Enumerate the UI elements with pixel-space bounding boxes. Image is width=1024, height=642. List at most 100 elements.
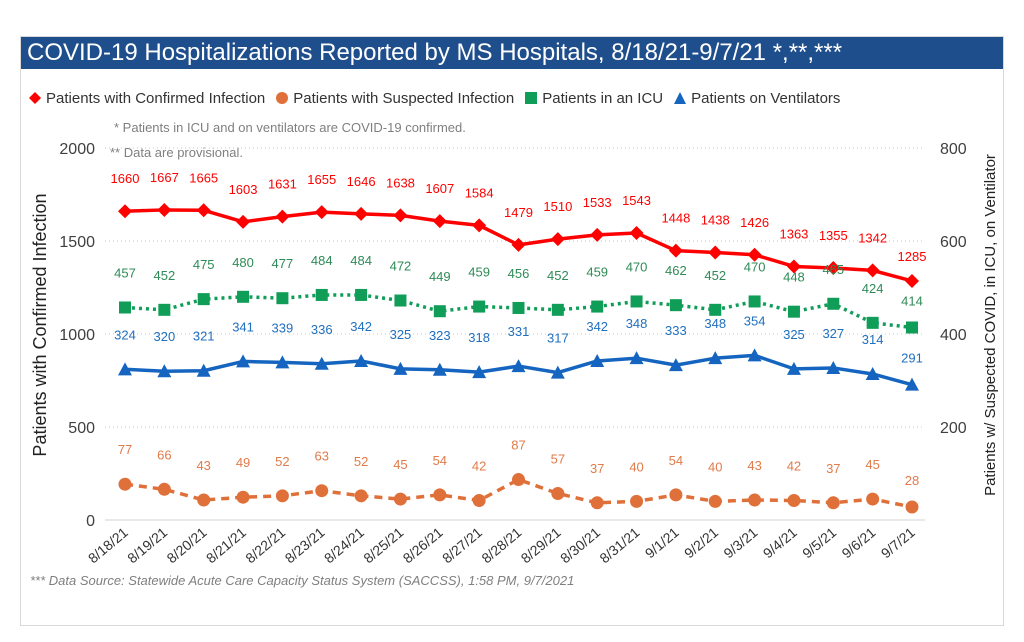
data-label: 459 (468, 265, 490, 280)
data-point-circle (905, 500, 919, 514)
data-point-triangle (432, 362, 447, 376)
data-label: 1646 (347, 174, 376, 189)
data-label: 1665 (189, 170, 218, 185)
data-point-circle (826, 496, 840, 510)
data-label: 1660 (111, 171, 140, 186)
data-point-circle (708, 494, 722, 508)
data-point-triangle (393, 361, 408, 375)
x-tick-label: 9/4/21 (760, 524, 800, 561)
data-point-square (197, 293, 210, 306)
data-point-square (669, 299, 682, 312)
data-label: 323 (429, 328, 451, 343)
data-point-triangle (550, 365, 565, 379)
y-right-tick-label: 200 (940, 420, 967, 437)
data-point-diamond (747, 247, 762, 262)
data-label: 414 (901, 293, 923, 308)
data-label: 45 (865, 457, 879, 472)
data-point-diamond (550, 232, 565, 247)
data-label: 1426 (740, 215, 769, 230)
data-label: 348 (626, 316, 648, 331)
data-label: 1603 (229, 182, 258, 197)
data-point-diamond (668, 243, 683, 258)
x-tick-label: 8/18/21 (85, 524, 131, 566)
data-label: 354 (744, 313, 766, 328)
data-point-diamond (196, 203, 211, 218)
data-label: 1638 (386, 175, 415, 190)
data-point-diamond (314, 205, 329, 220)
data-point-diamond (590, 227, 605, 242)
y-right-tick-label: 600 (940, 234, 967, 251)
data-point-circle (118, 477, 132, 491)
y-left-tick-label: 2000 (59, 141, 95, 158)
data-point-diamond (472, 218, 487, 233)
data-point-circle (669, 488, 683, 502)
data-label: 42 (787, 458, 801, 473)
x-tick-label: 9/1/21 (642, 524, 682, 561)
x-tick-label: 8/25/21 (360, 524, 406, 566)
data-label: 1655 (307, 172, 336, 187)
data-point-diamond (118, 204, 132, 219)
data-label: 1533 (583, 195, 612, 210)
data-label: 342 (586, 319, 608, 334)
data-point-circle (748, 493, 762, 507)
data-label: 49 (236, 455, 250, 470)
data-point-circle (630, 494, 644, 508)
data-label: 459 (586, 265, 608, 280)
data-point-square (551, 303, 564, 316)
data-label: 66 (157, 447, 171, 462)
data-label: 348 (704, 316, 726, 331)
legend-diamond-icon (29, 92, 41, 104)
data-point-triangle (118, 362, 132, 376)
data-point-square (433, 305, 446, 318)
data-point-square (355, 288, 368, 301)
data-point-square (787, 305, 800, 318)
data-point-triangle (196, 363, 211, 377)
data-point-diamond (826, 260, 841, 275)
data-label: 291 (901, 351, 923, 366)
data-point-triangle (668, 358, 683, 372)
data-point-triangle (826, 360, 841, 374)
x-tick-label: 8/24/21 (321, 524, 367, 566)
data-point-triangle (354, 353, 369, 367)
data-point-triangle (865, 366, 880, 380)
legend-item-confirmed: Patients with Confirmed Infection (28, 90, 265, 107)
data-label: 318 (468, 330, 490, 345)
data-point-square (158, 303, 171, 316)
legend-circle-icon (276, 92, 289, 104)
data-label: 40 (708, 459, 722, 474)
data-point-triangle (511, 359, 526, 373)
data-point-square (119, 301, 131, 314)
x-tick-label: 8/26/21 (400, 524, 446, 566)
data-label: 42 (472, 458, 486, 473)
data-point-circle (472, 493, 486, 507)
data-point-circle (866, 492, 880, 506)
data-label: 45 (393, 457, 407, 472)
data-label: 484 (311, 253, 333, 268)
data-point-square (315, 288, 328, 301)
chart-title: COVID-19 Hospitalizations Reported by MS… (21, 37, 1003, 69)
data-label: 320 (153, 329, 175, 344)
data-label: 457 (114, 265, 136, 280)
data-label: 52 (354, 454, 368, 469)
data-label: 477 (272, 256, 294, 271)
data-point-triangle (314, 356, 329, 370)
data-label: 324 (114, 327, 136, 342)
data-label: 1363 (779, 226, 808, 241)
data-label: 87 (511, 438, 525, 453)
legend-item-ventilators: Patients on Ventilators (673, 90, 840, 107)
data-point-circle (197, 493, 211, 507)
legend-square-icon (525, 92, 538, 104)
data-point-diamond (511, 237, 526, 252)
data-point-triangle (708, 351, 723, 365)
x-tick-label: 8/22/21 (242, 524, 288, 566)
data-label: 1607 (425, 181, 454, 196)
data-point-circle (512, 473, 525, 487)
data-point-circle (354, 489, 368, 503)
data-label: 1667 (150, 170, 179, 185)
data-label: 456 (508, 266, 530, 281)
data-point-diamond (708, 245, 723, 260)
data-label: 472 (390, 259, 412, 274)
legend-item-icu: Patients in an ICU (524, 90, 663, 107)
x-tick-label: 8/29/21 (518, 524, 564, 566)
y-left-tick-label: 0 (86, 513, 95, 530)
